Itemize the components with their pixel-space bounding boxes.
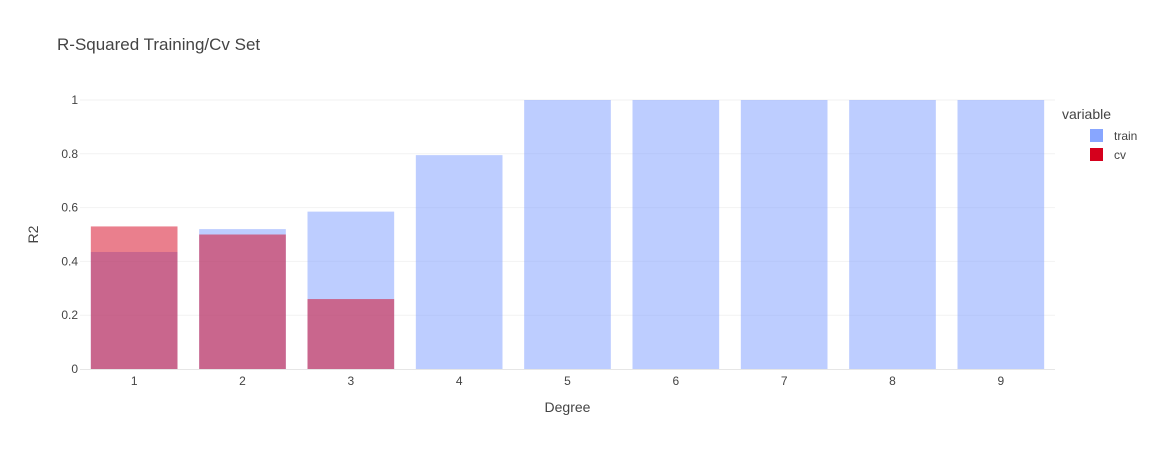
bar-train-5[interactable] bbox=[524, 100, 611, 369]
x-tick-label: 2 bbox=[239, 374, 246, 388]
legend-title: variable bbox=[1062, 106, 1111, 122]
x-axis-title: Degree bbox=[545, 399, 591, 415]
legend-label: cv bbox=[1114, 148, 1126, 162]
y-tick-label: 0.2 bbox=[61, 308, 78, 322]
y-tick-label: 0.4 bbox=[61, 254, 78, 268]
y-tick-label: 0.8 bbox=[61, 147, 78, 161]
x-tick-label: 3 bbox=[347, 374, 354, 388]
x-tick-label: 1 bbox=[131, 374, 138, 388]
legend[interactable]: variable train cv bbox=[1062, 106, 1137, 162]
bar-cv-3[interactable] bbox=[307, 299, 395, 369]
legend-item-train[interactable]: train bbox=[1090, 129, 1137, 143]
legend-items[interactable]: train cv bbox=[1090, 129, 1137, 162]
bar-train-6[interactable] bbox=[632, 100, 720, 369]
legend-label: train bbox=[1114, 129, 1137, 143]
x-tick-label: 8 bbox=[889, 374, 896, 388]
x-tick-label: 5 bbox=[564, 374, 571, 388]
legend-swatch bbox=[1090, 129, 1103, 142]
y-tick-label: 1 bbox=[71, 93, 78, 107]
bars bbox=[90, 100, 1045, 370]
legend-item-cv[interactable]: cv bbox=[1090, 148, 1126, 162]
y-tick-label: 0.6 bbox=[61, 201, 78, 215]
x-tick-label: 7 bbox=[781, 374, 788, 388]
bar-train-8[interactable] bbox=[849, 100, 936, 369]
x-tick-label: 9 bbox=[997, 374, 1004, 388]
bar-train-7[interactable] bbox=[740, 100, 828, 369]
bar-train-9[interactable] bbox=[957, 100, 1045, 369]
axes: 0 0.2 0.4 0.6 0.8 1 1 2 3 4 5 6 7 8 9 bbox=[61, 93, 1055, 388]
bar-cv-1[interactable] bbox=[90, 226, 178, 369]
legend-swatch bbox=[1090, 148, 1103, 161]
y-tick-label: 0 bbox=[71, 362, 78, 376]
x-tick-label: 4 bbox=[456, 374, 463, 388]
chart-title: R-Squared Training/Cv Set bbox=[57, 35, 260, 54]
bar-cv-2[interactable] bbox=[199, 234, 286, 370]
y-axis-title: R2 bbox=[25, 225, 41, 243]
x-tick-label: 6 bbox=[672, 374, 679, 388]
bar-train-4[interactable] bbox=[415, 155, 503, 369]
